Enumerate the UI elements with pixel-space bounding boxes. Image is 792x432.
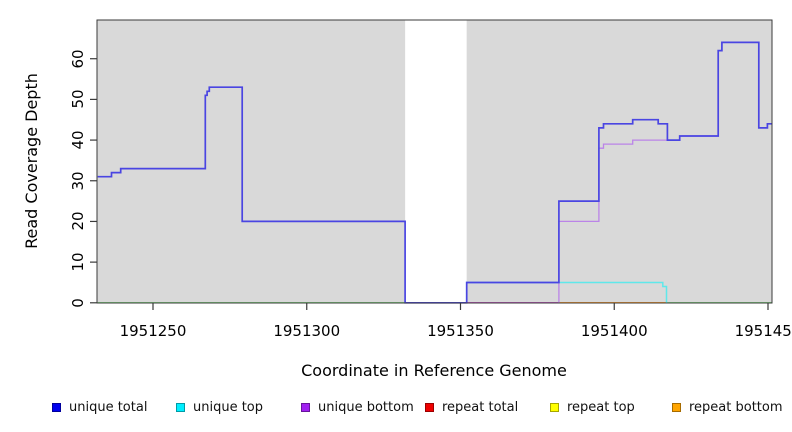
x-tick-label: 1951350 [427,322,494,340]
legend-swatch-icon [425,402,434,412]
panel-right [466,20,772,303]
y-tick-label: 30 [69,171,87,191]
legend-swatch-icon [52,402,61,412]
legend-item-unique-top: unique top [176,398,263,416]
legend-swatch-icon [301,402,310,412]
x-axis-title: Coordinate in Reference Genome [301,361,567,380]
legend-item-unique-total: unique total [52,398,147,416]
y-tick-label: 20 [69,211,87,231]
legend-swatch-icon [672,402,681,412]
legend-label: unique top [193,399,264,415]
series-unique-total [97,41,772,304]
legend-swatch-icon [550,402,559,412]
legend-item-repeat-total: repeat total [425,398,518,416]
legend-label: unique total [69,399,148,415]
legend-item-repeat-bottom: repeat bottom [672,398,783,416]
legend-label: repeat total [442,399,519,415]
plot-box [96,19,773,304]
y-tick-label: 50 [69,89,87,109]
legend-item-unique-bottom: unique bottom [301,398,414,416]
y-tick-label: 10 [69,252,87,272]
panel-left [97,20,406,303]
legend-label: repeat top [567,399,635,415]
coverage-plot [90,19,773,310]
y-tick-label: 60 [69,49,87,69]
legend-swatch-icon [176,402,185,412]
y-tick-label: 40 [69,130,87,150]
legend-item-repeat-top: repeat top [550,398,635,416]
x-tick-label: 1951300 [273,322,341,340]
y-axis-title: Read Coverage Depth [22,73,41,249]
y-tick-label: 0 [69,298,87,308]
x-tick-label: 1951250 [119,322,187,340]
x-tick-label: 1951400 [580,322,648,340]
legend: unique total unique top unique bottom repea… [0,398,792,420]
legend-label: repeat bottom [689,399,783,415]
legend-label: unique bottom [318,399,414,415]
